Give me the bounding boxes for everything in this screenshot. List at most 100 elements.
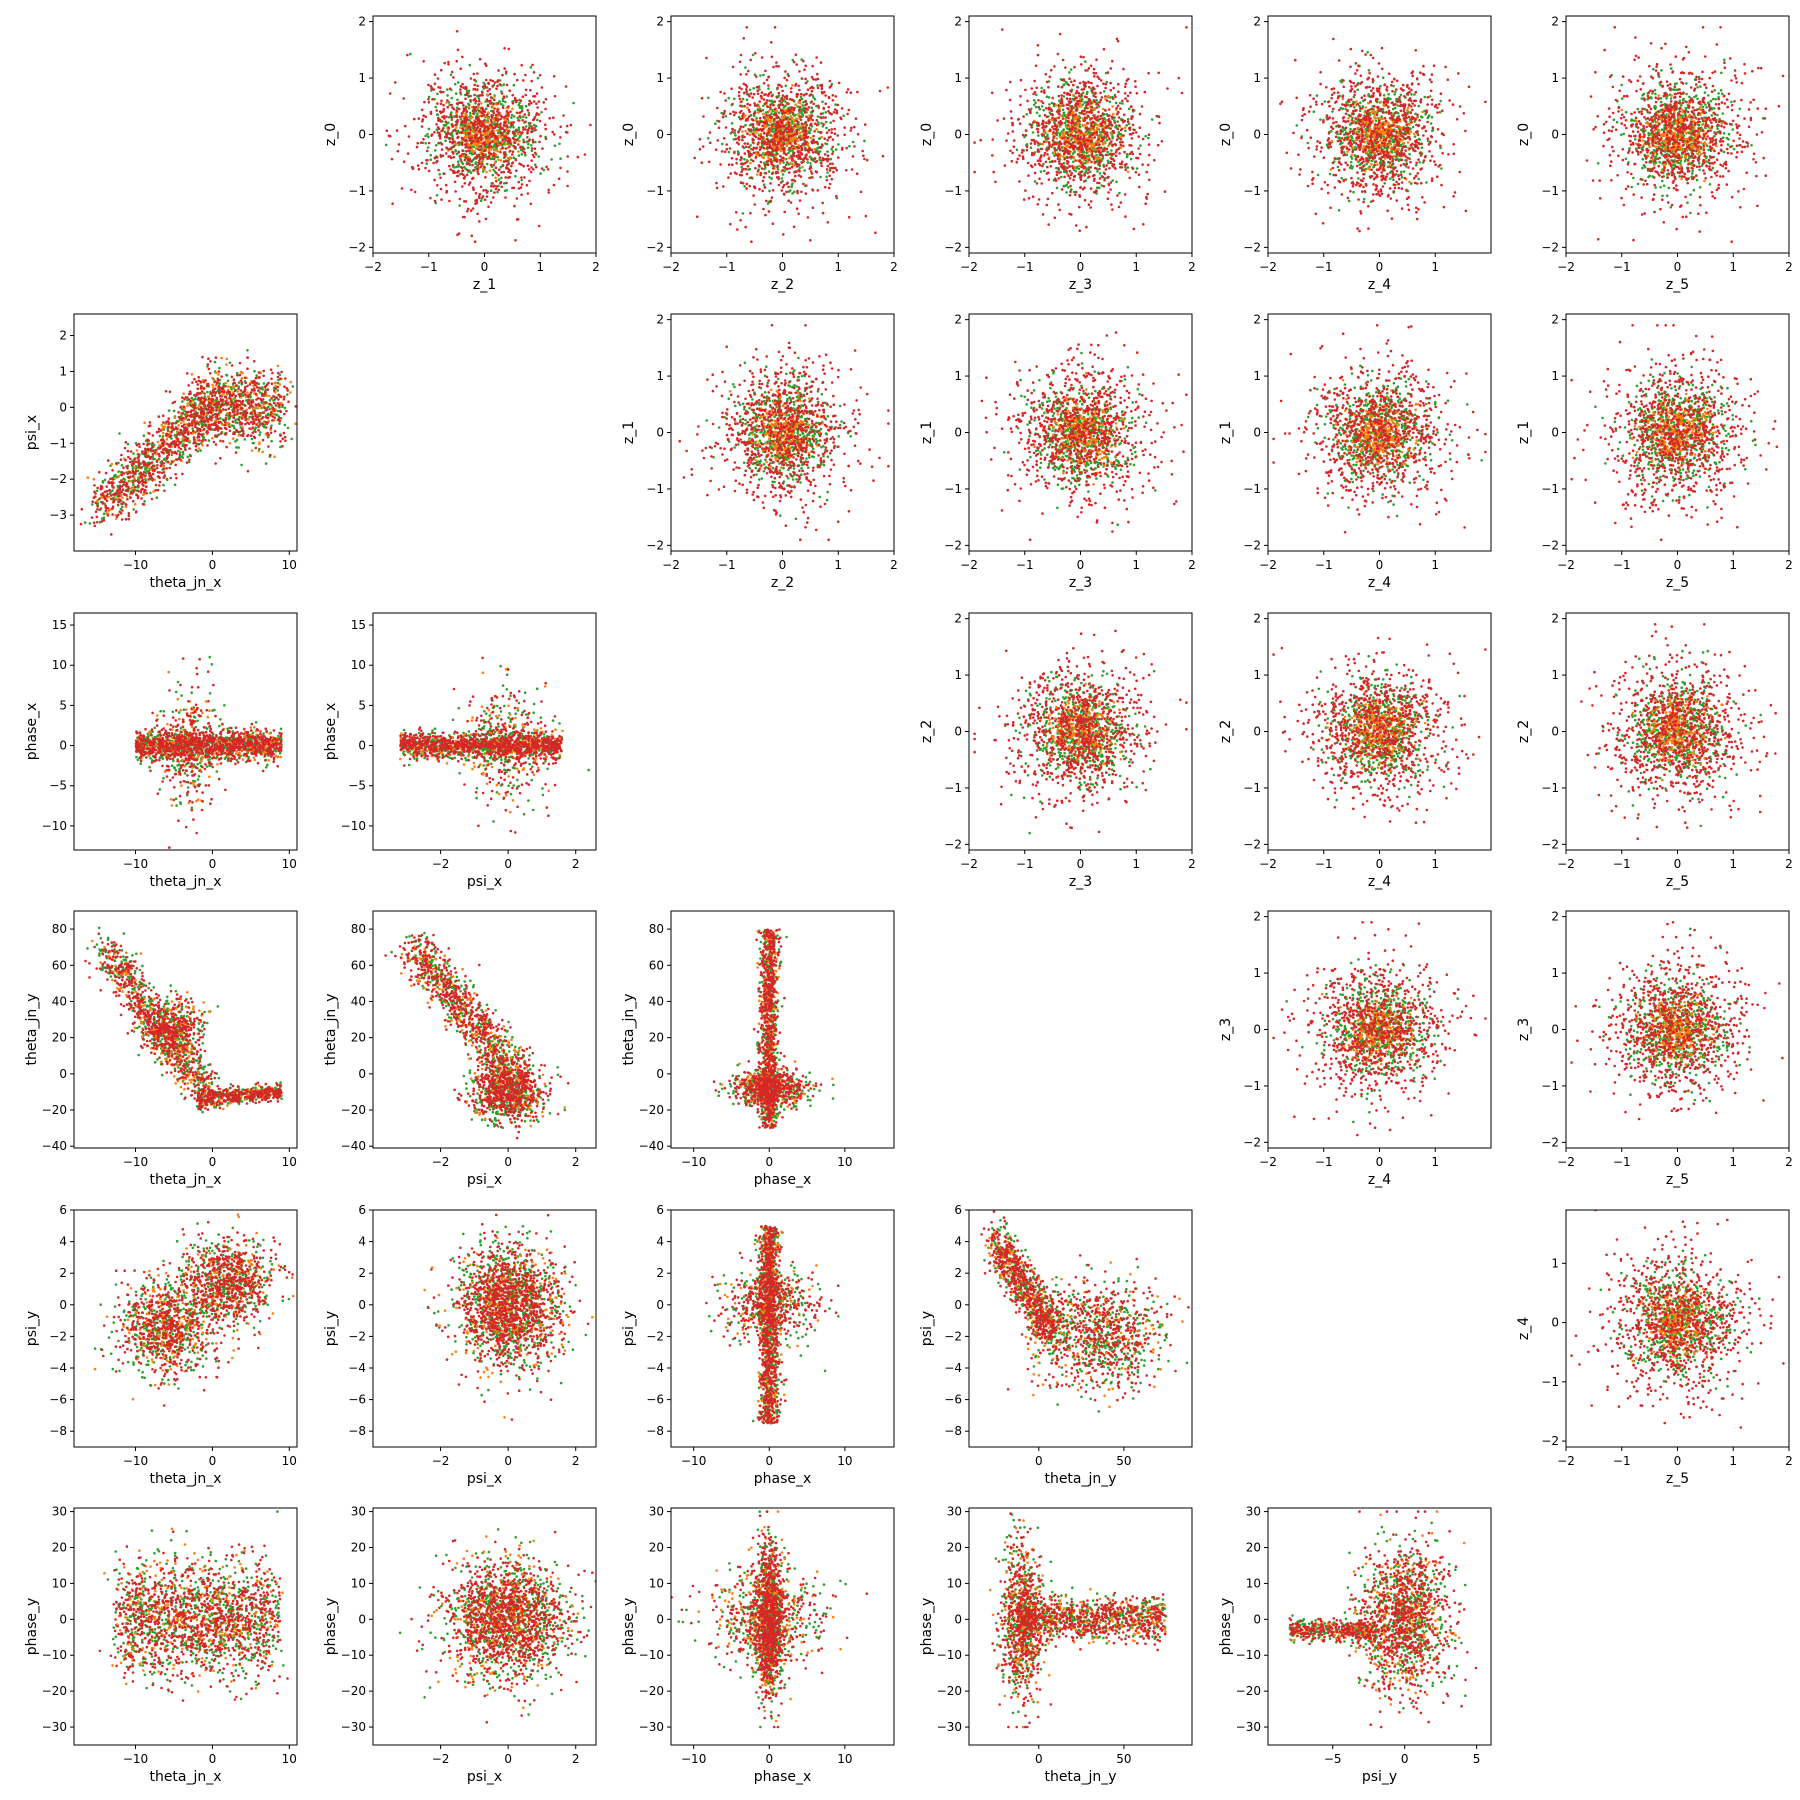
scatter-point	[511, 162, 514, 165]
scatter-point	[493, 184, 496, 188]
scatter-point	[1092, 145, 1096, 148]
scatter-point	[1145, 170, 1148, 174]
scatter-point	[813, 130, 816, 133]
scatter-point	[1116, 127, 1119, 131]
scatter-point	[1018, 122, 1022, 125]
scatter-point	[479, 136, 483, 139]
scatter-point	[1011, 151, 1014, 155]
scatter-point	[512, 83, 516, 87]
scatter-point	[764, 125, 768, 128]
scatter-point	[473, 93, 476, 97]
scatter-point	[1122, 67, 1125, 71]
scatter-point	[773, 108, 777, 111]
scatter-point	[1110, 157, 1113, 160]
scatter-point	[1092, 179, 1096, 182]
scatter-point	[526, 136, 529, 139]
scatter-point	[1128, 126, 1131, 130]
scatter-point	[464, 138, 468, 142]
scatter-point	[790, 106, 793, 109]
scatter-point	[1060, 98, 1063, 102]
scatter-point	[480, 106, 484, 110]
scatter-point	[743, 135, 746, 139]
scatter-point	[827, 96, 831, 100]
scatter-point	[832, 119, 835, 123]
scatter-point	[804, 192, 808, 195]
scatter-point	[1054, 179, 1058, 182]
scatter-point	[390, 157, 394, 161]
scatter-point	[779, 139, 783, 142]
scatter-point	[502, 142, 506, 146]
scatter-point	[472, 105, 476, 109]
scatter-point	[1072, 178, 1075, 182]
scatter-point	[438, 110, 442, 113]
scatter-point	[528, 122, 532, 125]
scatter-point	[1084, 123, 1087, 127]
scatter-point	[489, 201, 493, 204]
scatter-point	[1114, 154, 1118, 158]
scatter-point	[1092, 157, 1096, 160]
scatter-point	[1102, 82, 1105, 85]
scatter-points	[693, 26, 890, 243]
scatter-point	[781, 127, 784, 131]
scatter-point	[461, 185, 464, 188]
scatter-point	[810, 75, 814, 79]
scatter-point	[1030, 87, 1033, 90]
scatter-point	[484, 189, 488, 192]
scatter-point	[534, 128, 537, 132]
scatter-point	[1084, 116, 1088, 120]
scatter-point	[530, 130, 533, 134]
scatter-point	[1100, 139, 1103, 143]
scatter-point	[856, 90, 859, 94]
scatter-point	[1045, 115, 1049, 119]
scatter-point	[795, 165, 799, 168]
scatter-point	[1076, 138, 1080, 141]
scatter-point	[721, 115, 725, 119]
scatter-point	[745, 90, 749, 93]
scatter-point	[489, 78, 492, 82]
scatter-point	[804, 107, 808, 110]
scatter-point	[812, 96, 815, 99]
scatter-point	[1130, 105, 1133, 108]
scatter-point	[1043, 91, 1046, 94]
scatter-point	[770, 94, 774, 98]
scatter-point	[808, 131, 811, 135]
scatter-point	[804, 77, 807, 81]
scatter-point	[827, 129, 831, 132]
scatter-point	[524, 153, 527, 157]
scatter-point	[496, 155, 500, 159]
scatter-point	[1060, 188, 1064, 191]
scatter-point	[1098, 172, 1102, 175]
scatter-point	[1053, 160, 1057, 163]
scatter-point	[1119, 166, 1122, 169]
scatter-point	[512, 115, 516, 118]
scatter-point	[740, 87, 743, 91]
scatter-point	[565, 124, 569, 128]
scatter-point	[442, 107, 446, 111]
scatter-point	[464, 97, 467, 101]
scatter-point	[495, 179, 498, 183]
scatter-point	[729, 172, 732, 175]
scatter-point	[483, 118, 486, 122]
scatter-point	[1045, 106, 1048, 110]
scatter-point	[463, 135, 467, 139]
scatter-point	[767, 127, 771, 131]
scatter-point	[810, 172, 814, 175]
scatter-point	[746, 132, 749, 135]
scatter-point	[1106, 176, 1109, 180]
scatter-point	[558, 142, 561, 146]
scatter-point	[520, 63, 523, 67]
scatter-point	[812, 151, 815, 154]
scatter-point	[497, 173, 500, 177]
scatter-point	[1111, 208, 1114, 211]
scatter-point	[435, 161, 438, 164]
scatter-point	[1147, 143, 1151, 146]
scatter-point	[735, 172, 738, 176]
scatter-point	[406, 53, 409, 57]
scatter-point	[1116, 194, 1119, 197]
scatter-point	[764, 111, 768, 114]
scatter-point	[1106, 133, 1109, 137]
scatter-point	[445, 115, 448, 118]
scatter-point	[793, 174, 797, 178]
scatter-point	[562, 114, 565, 117]
scatter-point	[739, 125, 743, 128]
